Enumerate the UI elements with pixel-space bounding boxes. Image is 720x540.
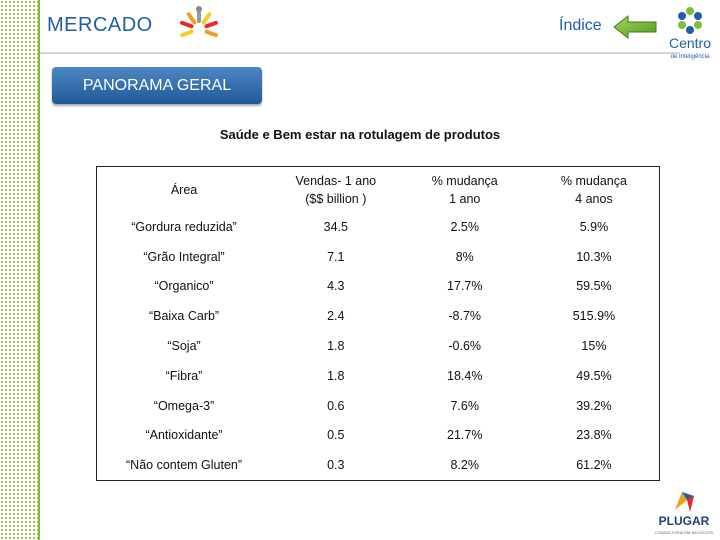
header-sales: Vendas- 1 ano ($$ billion ) (271, 167, 401, 213)
cell-change-1y: -0.6% (448, 339, 482, 354)
cell-change-4y: 39.2% (576, 398, 612, 413)
cell-change-1y: 17.7% (447, 279, 483, 294)
health-labeling-table: Área Vendas- 1 ano ($$ billion ) % mudan… (96, 166, 660, 482)
centro-logo-text: Centro (669, 35, 711, 51)
cell-sales: 1.8 (327, 368, 345, 383)
plugar-logo-text: PLUGAR (659, 514, 710, 528)
cell-change-1y: 8% (455, 249, 474, 264)
cell-area: “Omega-3” (153, 398, 215, 413)
plugar-logo: PLUGAR CONSULTORIA EM NEGÓCIOS (655, 492, 713, 535)
header-area: Área (170, 182, 198, 197)
header-sales-line2: ($$ billion ) (305, 191, 367, 206)
table-title: Saúde e Bem estar na rotulagem de produt… (219, 127, 501, 142)
cell-sales: 0.3 (327, 458, 345, 473)
cell-area: “Organico” (154, 279, 214, 294)
header-change-4y-line1: % mudança (560, 173, 627, 188)
cell-change-1y: 8.2% (450, 458, 479, 473)
header-change-4y: % mudança 4 anos (529, 167, 660, 213)
cell-change-1y: 2.5% (450, 219, 479, 234)
left-stripe-border (38, 0, 40, 540)
header-change-4y-line2: 4 anos (575, 191, 613, 206)
cell-change-4y: 61.2% (576, 458, 612, 473)
cell-sales: 4.3 (327, 279, 345, 294)
back-arrow-icon[interactable] (612, 14, 658, 40)
header-sales-line1: Vendas- 1 ano (295, 173, 377, 188)
cell-change-1y: 21.7% (447, 428, 483, 443)
table-row: “Não contem Gluten” 0.3 8.2% 61.2% (97, 450, 660, 480)
table-row: “Soja” 1.8 -0.6% 15% (97, 331, 660, 361)
table-row: “Baixa Carb” 2.4 -8.7% 515.9% (97, 301, 660, 331)
cell-area: “Gordura reduzida” (131, 219, 237, 234)
header-change-1y-line1: % mudança (431, 173, 498, 188)
cell-change-4y: 5.9% (579, 219, 609, 234)
cell-change-1y: -8.7% (448, 309, 482, 324)
cell-change-1y: 18.4% (447, 368, 483, 383)
index-link[interactable]: Índice (559, 17, 602, 34)
cell-area: “Baixa Carb” (148, 309, 220, 324)
cell-change-4y: 10.3% (576, 249, 612, 264)
section-tab-label: PANORAMA GERAL (82, 76, 232, 94)
left-decorative-stripe (0, 0, 40, 540)
centro-logo-subtext: de Inteligência (671, 54, 710, 60)
header-change-1y: % mudança 1 ano (401, 167, 529, 213)
table-header-row: Área Vendas- 1 ano ($$ billion ) % mudan… (97, 167, 660, 213)
table-row: “Omega-3” 0.6 7.6% 39.2% (97, 391, 660, 421)
cell-sales: 0.5 (327, 428, 345, 443)
cell-change-4y: 15% (581, 339, 607, 354)
cell-change-1y: 7.6% (450, 398, 479, 413)
centro-inteligencia-logo: Centro de Inteligência (669, 7, 711, 60)
table-row: “Gordura reduzida” 34.5 2.5% 5.9% (97, 212, 660, 242)
cell-change-4y: 23.8% (576, 428, 612, 443)
table-row: “Organico” 4.3 17.7% 59.5% (97, 272, 660, 302)
plugar-logo-subtext: CONSULTORIA EM NEGÓCIOS (655, 530, 713, 535)
cell-sales: 7.1 (327, 249, 345, 264)
cell-sales: 0.6 (327, 398, 345, 413)
page-brand-title: MERCADO (47, 14, 153, 36)
table-row: “Antioxidante” 0.5 21.7% 23.8% (97, 421, 660, 451)
header-change-1y-line2: 1 ano (449, 191, 481, 206)
cell-area: “Grão Integral” (143, 249, 225, 264)
table-row: “Fibra” 1.8 18.4% 49.5% (97, 361, 660, 391)
header-divider (40, 52, 680, 54)
cell-change-4y: 49.5% (576, 368, 612, 383)
cell-area: “Fibra” (165, 368, 203, 383)
section-tab-panorama[interactable]: PANORAMA GERAL (52, 67, 262, 104)
cell-area: “Antioxidante” (145, 428, 223, 443)
cell-area: “Não contem Gluten” (126, 458, 243, 473)
cell-sales: 34.5 (323, 219, 348, 234)
cell-change-4y: 515.9% (572, 309, 616, 324)
cell-change-4y: 59.5% (576, 279, 612, 294)
people-circle-logo (180, 6, 218, 38)
cell-area: “Soja” (167, 339, 201, 354)
table-row: “Grão Integral” 7.1 8% 10.3% (97, 242, 660, 272)
cell-sales: 2.4 (327, 309, 345, 324)
cell-sales: 1.8 (327, 339, 345, 354)
